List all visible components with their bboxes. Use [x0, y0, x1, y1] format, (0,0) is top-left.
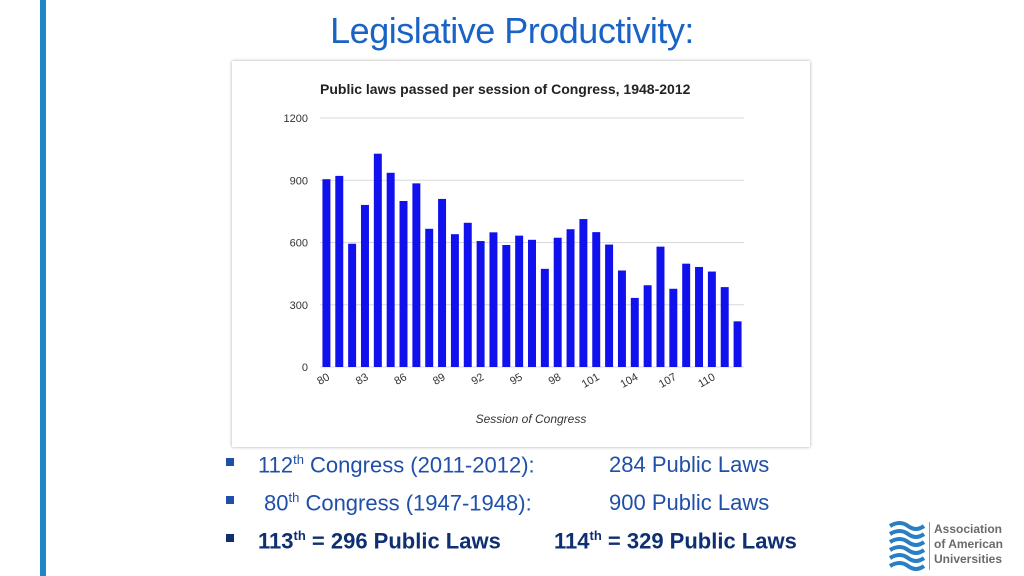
bar-104 — [630, 297, 639, 367]
square-bullet-icon — [226, 458, 234, 466]
x-axis: 80 83 86 89 92 95 98 101 104 107 110 — [315, 371, 717, 391]
x-tick-label: 80 — [315, 371, 332, 388]
x-axis-label: Session of Congress — [476, 412, 587, 426]
square-bullet-icon — [226, 534, 234, 542]
bar-101 — [592, 232, 601, 368]
bullet-congress: 80th Congress (1947-1948): — [264, 490, 532, 516]
bar-94 — [502, 244, 511, 367]
bullet-80th: 80th Congress (1947-1948): 900 Public La… — [226, 490, 866, 528]
highlight-113th: 113th = 296 Public Laws — [258, 528, 501, 554]
bar-83 — [360, 204, 369, 367]
bar-81 — [335, 175, 344, 367]
logo-line: of American — [934, 537, 1003, 551]
bar-84 — [373, 153, 382, 367]
x-tick-label: 83 — [354, 371, 371, 388]
bar-99 — [566, 229, 575, 367]
bar-95 — [515, 235, 524, 367]
bar-97 — [540, 268, 549, 367]
logo-divider — [929, 522, 930, 570]
y-axis: 0 300 600 900 1200 — [284, 113, 308, 374]
chart-frame: Public laws passed per session of Congre… — [232, 61, 810, 447]
bar-102 — [605, 244, 614, 367]
aau-wave-icon — [888, 521, 926, 571]
slide-title: Legislative Productivity: — [330, 10, 694, 51]
bullet-highlight: 113th = 296 Public Laws 114th = 329 Publ… — [226, 528, 866, 566]
bar-110 — [707, 271, 716, 367]
bar-88 — [425, 228, 434, 367]
bar-103 — [617, 270, 626, 367]
bar-112 — [733, 321, 742, 367]
bullet-laws: 284 Public Laws — [609, 452, 770, 477]
y-tick-label: 900 — [290, 175, 308, 187]
bar-100 — [579, 219, 588, 367]
bullet-112th: 112th Congress (2011-2012): 284 Public L… — [226, 452, 866, 490]
square-bullet-icon — [226, 496, 234, 504]
logo-line: Association — [934, 522, 1003, 536]
y-tick-label: 600 — [290, 238, 308, 250]
bar-108 — [682, 263, 691, 367]
bar-107 — [669, 288, 678, 367]
bar-82 — [348, 243, 357, 367]
x-tick-label: 101 — [580, 371, 602, 391]
logo-text: Association of American Universities — [934, 522, 1003, 567]
bar-80 — [322, 179, 331, 367]
x-tick-label: 86 — [392, 371, 409, 388]
bar-86 — [399, 201, 408, 367]
bullet-list: 112th Congress (2011-2012): 284 Public L… — [226, 452, 866, 566]
bullet-laws: 900 Public Laws — [609, 490, 770, 515]
bar-93 — [489, 232, 498, 367]
x-tick-label: 104 — [618, 371, 640, 391]
bar-85 — [386, 172, 395, 367]
bars — [322, 153, 742, 368]
y-tick-label: 0 — [302, 362, 308, 374]
x-tick-label: 110 — [696, 371, 717, 390]
x-tick-label: 89 — [431, 371, 448, 388]
bar-91 — [463, 222, 472, 367]
x-tick-label: 107 — [657, 371, 679, 391]
bar-105 — [643, 285, 652, 367]
x-tick-label: 92 — [469, 371, 486, 388]
bar-111 — [720, 287, 729, 367]
x-tick-label: 95 — [508, 371, 525, 388]
bar-87 — [412, 183, 421, 367]
bar-chart: Public laws passed per session of Congre… — [284, 81, 744, 426]
bar-92 — [476, 241, 485, 367]
bullet-congress: 112th Congress (2011-2012): — [258, 452, 535, 478]
accent-bar — [40, 0, 46, 576]
chart-title: Public laws passed per session of Congre… — [320, 81, 691, 97]
x-tick-label: 98 — [547, 371, 564, 388]
bar-89 — [438, 198, 447, 367]
bar-90 — [450, 234, 459, 367]
y-tick-label: 300 — [290, 300, 308, 312]
bar-96 — [528, 239, 536, 367]
highlight-114th: 114th = 329 Public Laws — [554, 528, 797, 554]
aau-logo: Association of American Universities — [886, 520, 1014, 572]
bar-109 — [695, 266, 704, 367]
y-tick-label: 1200 — [284, 113, 308, 125]
bar-98 — [553, 237, 562, 367]
bar-106 — [656, 246, 665, 367]
logo-line: Universities — [934, 552, 1003, 566]
